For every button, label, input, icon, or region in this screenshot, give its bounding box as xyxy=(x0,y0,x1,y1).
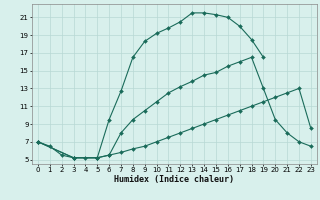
X-axis label: Humidex (Indice chaleur): Humidex (Indice chaleur) xyxy=(115,175,234,184)
